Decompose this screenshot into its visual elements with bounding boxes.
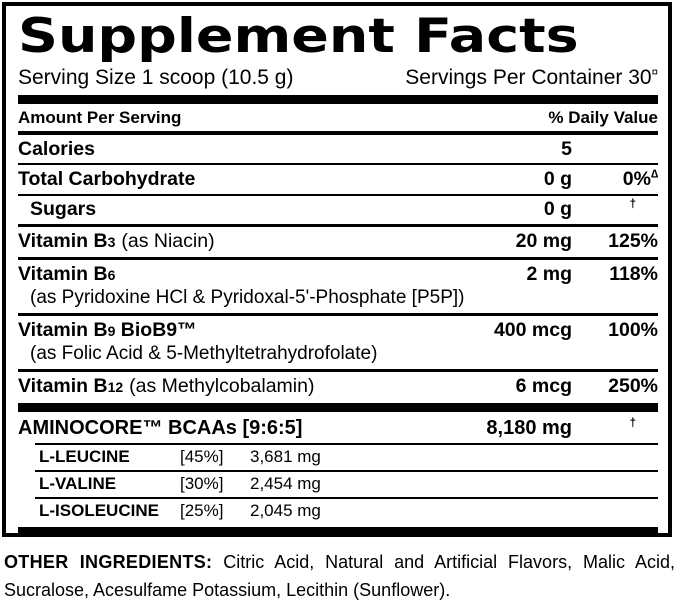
servings-footnote-mark: ¤: [651, 66, 658, 79]
thick-rule-bottom: [18, 527, 658, 533]
table-row-isoleucine: L-ISOLEUCINE [25%] 2,045 mg: [35, 497, 658, 524]
nutrient-dv: 250%: [608, 375, 658, 398]
vitamin-source-line: (as Folic Acid & 5-Methyltetrahydrofolat…: [30, 343, 378, 365]
blend-dv: †: [572, 416, 658, 440]
vitamin-name-prefix: Vitamin B: [18, 318, 108, 341]
table-row-valine: L-VALINE [30%] 2,454 mg: [35, 470, 658, 497]
amino-percent: [30%]: [180, 474, 224, 494]
vitamin-main-line: Vitamin B6 2 mg 118%: [18, 263, 658, 286]
thick-rule-top: [18, 95, 658, 105]
nutrient-dv: 100%: [608, 318, 658, 341]
nutrient-dv: 125%: [608, 230, 658, 253]
dv-footnote-mark: †: [629, 417, 636, 430]
vitamin-number: 9: [107, 322, 116, 339]
nutrient-dv: †: [572, 198, 658, 221]
vitamin-main-line: Vitamin B9 BioB9™ 400 mcg 100%: [18, 319, 658, 342]
table-row-sugars: Sugars 0 g †: [18, 193, 658, 224]
table-row-aminocore-blend: AMINOCORE™ BCAAs [9:6:5] 8,180 mg †: [18, 412, 658, 443]
nutrient-amount: 6 mcg: [515, 375, 572, 398]
nutrient-amount: 20 mg: [515, 230, 572, 253]
vitamin-name-suffix: BioB9™: [115, 318, 197, 341]
vitamin-main-line: Vitamin B12 (as Methylcobalamin) 6 mcg 25…: [18, 375, 658, 398]
nutrient-amount: 0 g: [543, 167, 572, 190]
panel-title: Supplement Facts: [18, 9, 579, 64]
nutrient-amount: 0 g: [543, 198, 572, 221]
vitamin-source-note: (as Niacin): [121, 230, 215, 253]
vitamin-source-note: (as Methylcobalamin): [129, 375, 315, 398]
nutrient-amount: 2 mg: [526, 262, 572, 285]
other-ingredients-section: OTHER INGREDIENTS: Citric Acid, Natural …: [4, 549, 675, 603]
table-row-vitamin-b9: Vitamin B9 BioB9™ 400 mcg 100% (as Folic…: [18, 312, 658, 369]
nutrient-name: Total Carbohydrate: [18, 167, 196, 190]
vitamin-source-line: (as Pyridoxine HCl & Pyridoxal-5'-Phosph…: [30, 286, 465, 308]
serving-info-row: Serving Size 1 scoop (10.5 g) Servings P…: [18, 66, 658, 90]
table-row-leucine: L-LEUCINE [45%] 3,681 mg: [35, 443, 658, 470]
serving-size: Serving Size 1 scoop (10.5 g): [18, 65, 294, 89]
table-row-carbohydrate: Total Carbohydrate 0 g 0%∆: [18, 163, 658, 193]
servings-per-container-label: Servings Per Container 30: [405, 65, 652, 89]
amino-name: L-VALINE: [39, 474, 117, 494]
nutrient-amount: 5: [561, 137, 572, 160]
table-row-calories: Calories 5: [18, 135, 658, 163]
nutrient-name: Calories: [18, 137, 95, 160]
table-row-vitamin-b3: Vitamin B3 (as Niacin) 20 mg 125%: [18, 224, 658, 256]
table-row-vitamin-b6: Vitamin B6 2 mg 118% (as Pyridoxine HCl …: [18, 256, 658, 313]
nutrient-amount: 400 mcg: [493, 318, 572, 341]
table-header-row: Amount Per Serving % Daily Value: [18, 104, 658, 136]
nutrient-dv: 0%∆: [572, 168, 658, 191]
vitamin-name-prefix: Vitamin B: [18, 230, 108, 253]
nutrient-name: Vitamin B6: [18, 263, 462, 286]
amino-name: L-LEUCINE: [39, 447, 130, 467]
amino-amount: 2,454 mg: [250, 474, 321, 494]
table-row-vitamin-b12: Vitamin B12 (as Methylcobalamin) 6 mcg 25…: [18, 369, 658, 401]
supplement-facts-panel: Supplement Facts Serving Size 1 scoop (1…: [2, 2, 672, 537]
amino-percent: [45%]: [180, 447, 224, 467]
amino-amount: 3,681 mg: [250, 447, 321, 467]
amount-per-serving-header: Amount Per Serving: [18, 108, 182, 128]
other-ingredients-label: OTHER INGREDIENTS:: [4, 552, 213, 572]
nutrient-name: Vitamin B12 (as Methylcobalamin): [18, 375, 462, 398]
servings-per-container: Servings Per Container 30¤: [405, 66, 658, 90]
vitamin-main-line: Vitamin B3 (as Niacin) 20 mg 125%: [18, 230, 658, 253]
vitamin-name-prefix: Vitamin B: [18, 375, 108, 398]
vitamin-number: 6: [107, 266, 116, 283]
dv-value: 0%: [622, 167, 651, 190]
other-ingredients-text1: Citric Acid, Natural and Artificial Flav…: [223, 552, 675, 572]
nutrient-name: Sugars: [30, 198, 97, 221]
amino-amount: 2,045 mg: [250, 501, 321, 521]
footnotes-row: ∆ Percent Daily Value based on a 2,000 c…: [18, 536, 658, 537]
nutrient-name: Vitamin B9 BioB9™: [18, 319, 462, 342]
nutrient-dv: 118%: [609, 262, 658, 285]
amino-percent: [25%]: [180, 501, 224, 521]
other-ingredients-line1: OTHER INGREDIENTS: Citric Acid, Natural …: [4, 549, 675, 575]
dv-footnote-mark: †: [629, 198, 636, 211]
amino-name: L-ISOLEUCINE: [39, 501, 159, 521]
blend-name: AMINOCORE™ BCAAs [9:6:5]: [18, 417, 303, 440]
daily-value-header: % Daily Value: [548, 108, 658, 128]
dv-footnote-mark: ∆: [650, 168, 658, 181]
other-ingredients-line2: Sucralose, Acesulfame Potassium, Lecithi…: [4, 580, 451, 601]
vitamin-number: 12: [107, 379, 124, 396]
nutrient-name: Vitamin B3 (as Niacin): [18, 230, 462, 253]
blend-amount: 8,180 mg: [486, 417, 572, 440]
vitamin-number: 3: [107, 234, 116, 251]
thick-rule-blend: [18, 403, 658, 413]
vitamin-name-prefix: Vitamin B: [18, 262, 108, 285]
